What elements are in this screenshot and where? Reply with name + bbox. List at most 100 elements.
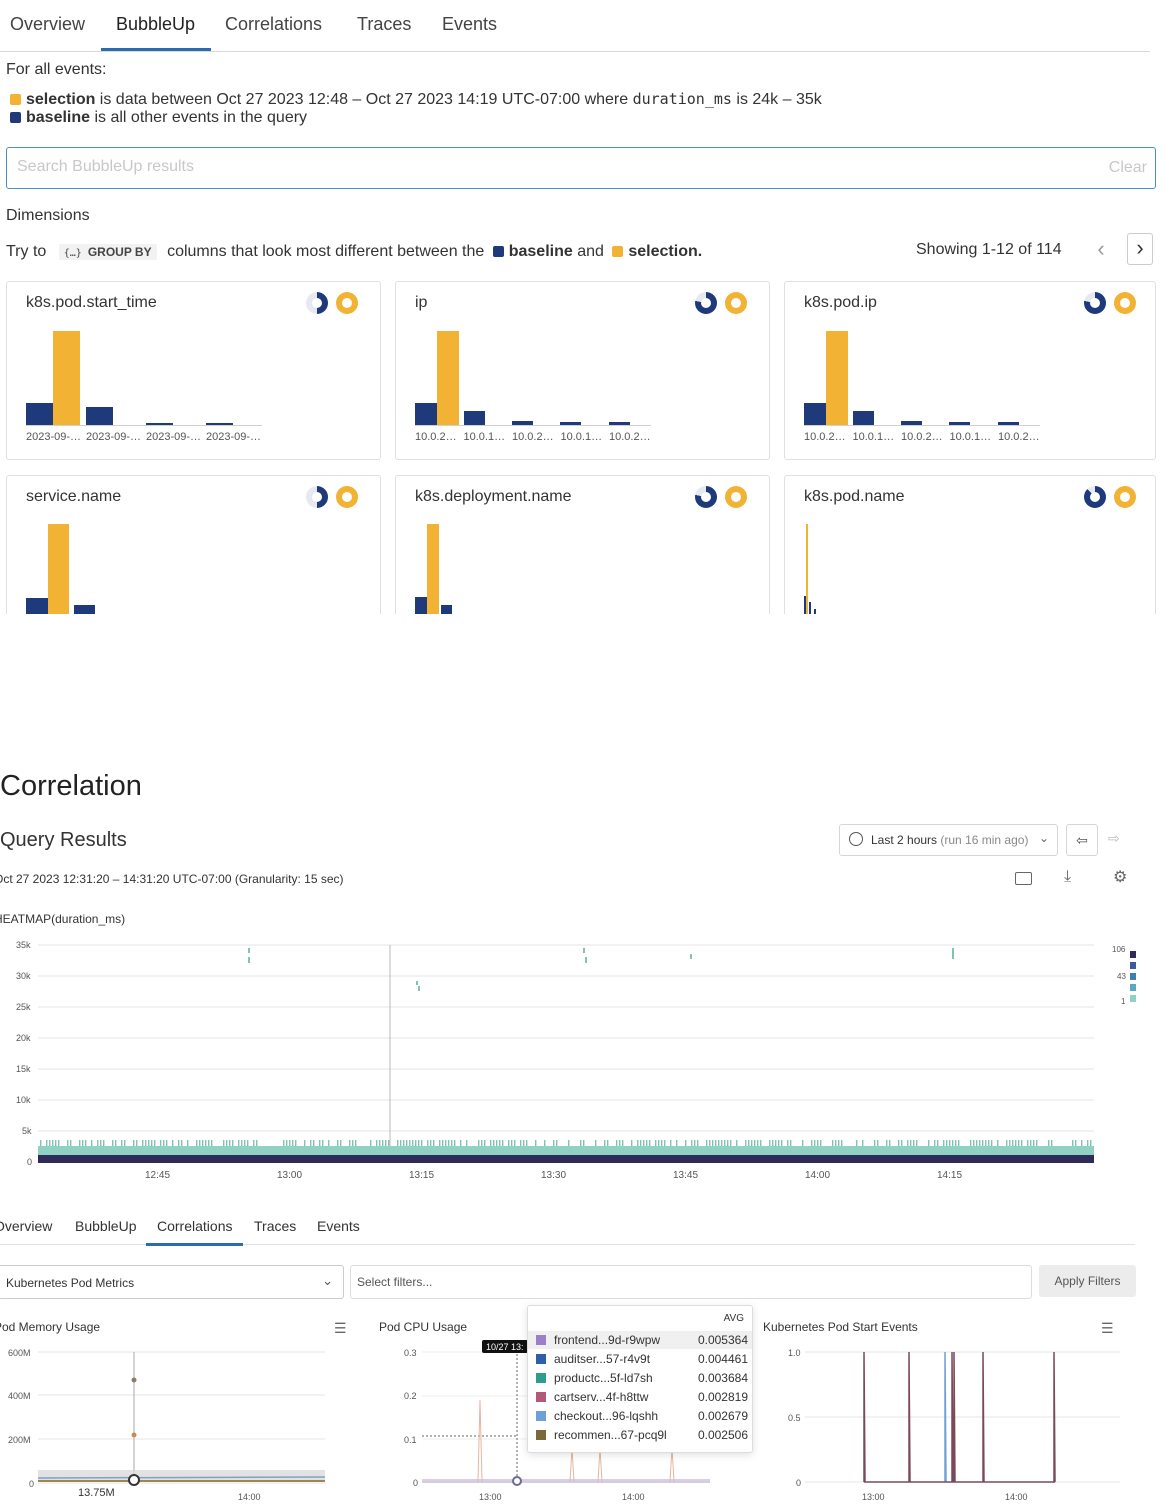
- cpu-chart-title: Pod CPU Usage: [379, 1320, 468, 1334]
- baseline-donut-icon[interactable]: [1084, 292, 1106, 314]
- heatmap-cell: [520, 1140, 522, 1146]
- dimension-card[interactable]: k8s.pod.start_time 2023-09-… 2023-09-… 202…: [6, 281, 381, 460]
- dimension-card[interactable]: ip 10.0.2… 10.0.1… 10.0.2… 10.0.1… 10.0.2…: [395, 281, 770, 460]
- y-tick-label: 0: [27, 1157, 32, 1167]
- dimension-card[interactable]: k8s.deployment.name: [395, 475, 770, 614]
- tab-events[interactable]: Events: [317, 1218, 360, 1234]
- dimensions-title: Dimensions: [6, 207, 90, 224]
- baseline-donut-icon[interactable]: [695, 486, 717, 508]
- heatmap-cell: [877, 1140, 879, 1146]
- tab-bubbleup[interactable]: BubbleUp: [75, 1218, 137, 1234]
- heatmap-cell: [370, 1140, 372, 1146]
- heatmap-cell: [1009, 1140, 1011, 1146]
- x-label: 2023-09-…: [26, 431, 82, 443]
- heatmap-cell: [49, 1140, 51, 1146]
- prev-page-button[interactable]: ‹: [1088, 235, 1114, 265]
- heatmap-cell: [553, 1140, 555, 1146]
- heatmap-cell: [1048, 1140, 1050, 1146]
- search-input[interactable]: [7, 148, 1087, 186]
- bar-baseline: [464, 411, 485, 425]
- heatmap-cell: [727, 1140, 729, 1146]
- heatmap-cell: [85, 1140, 87, 1146]
- filter-input[interactable]: [351, 1266, 1021, 1298]
- dimension-card[interactable]: k8s.pod.name: [784, 475, 1156, 614]
- clear-button[interactable]: Clear: [1108, 159, 1147, 176]
- heatmap-cell: [55, 1140, 57, 1146]
- tab-bubbleup[interactable]: BubbleUp: [116, 14, 196, 34]
- legend-list-icon[interactable]: ☰: [1101, 1320, 1114, 1336]
- comment-icon[interactable]: [1015, 872, 1032, 885]
- bar-baseline: [512, 421, 533, 425]
- forward-arrow-icon[interactable]: ⇨: [1108, 830, 1120, 846]
- group-by-chip: {…} GROUP BY: [58, 244, 157, 260]
- heatmap-cell: [1018, 1140, 1020, 1146]
- tab-traces[interactable]: Traces: [254, 1218, 297, 1234]
- selection-donut-icon[interactable]: [1114, 292, 1136, 314]
- heatmap-cell: [328, 1140, 330, 1146]
- selection-donut-icon[interactable]: [725, 292, 747, 314]
- y-tick-label: 35k: [16, 940, 31, 950]
- histogram: [26, 330, 262, 426]
- heatmap-cell: [376, 1140, 378, 1146]
- heatmap-cell: [1012, 1140, 1014, 1146]
- selection-donut-icon[interactable]: [336, 292, 358, 314]
- heatmap-cell: [481, 1140, 483, 1146]
- heatmap-cell: [814, 1140, 816, 1146]
- baseline-donut-icon[interactable]: [306, 292, 328, 314]
- heatmap-cell: [433, 1140, 435, 1146]
- y-tick-label: 600M: [8, 1348, 31, 1358]
- back-button[interactable]: ⇦: [1066, 824, 1098, 856]
- heatmap-cell: [451, 1140, 453, 1146]
- heatmap-cell: [775, 1140, 777, 1146]
- memory-chart[interactable]: 600M 400M 200M 0 13.75M 14:00: [0, 1340, 360, 1508]
- tab-overview[interactable]: Overview: [0, 1218, 53, 1234]
- selection-donut-icon[interactable]: [336, 486, 358, 508]
- bar-selection: [826, 331, 848, 425]
- download-icon[interactable]: ⤓: [1064, 868, 1072, 885]
- heatmap-cell: [241, 1140, 243, 1146]
- baseline-donut-icon[interactable]: [306, 486, 328, 508]
- series-swatch: [536, 1335, 546, 1345]
- heatmap-cell: [187, 1140, 189, 1146]
- heatmap-cell: [421, 1140, 423, 1146]
- heatmap-cell: [778, 1140, 780, 1146]
- heatmap-cell: [997, 1140, 999, 1146]
- baseline-donut-icon[interactable]: [1084, 486, 1106, 508]
- settings-icon[interactable]: ⚙: [1113, 869, 1128, 886]
- histogram: [415, 524, 651, 614]
- dimension-card[interactable]: service.name: [6, 475, 381, 614]
- tab-correlations[interactable]: Correlations: [157, 1218, 233, 1234]
- heatmap-cell: [910, 1140, 912, 1146]
- selection-donut-icon[interactable]: [725, 486, 747, 508]
- dimension-card[interactable]: k8s.pod.ip 10.0.2… 10.0.1… 10.0.2… 10.0.1… 1…: [784, 281, 1156, 460]
- tab-events[interactable]: Events: [442, 14, 498, 34]
- heatmap-cell: [418, 1140, 420, 1146]
- x-label: 10.0.1…: [949, 431, 992, 443]
- baseline-donut-icon[interactable]: [695, 292, 717, 314]
- legend-list-icon[interactable]: ☰: [334, 1320, 347, 1336]
- metrics-select[interactable]: Kubernetes Pod Metrics ⌄: [0, 1265, 344, 1299]
- metrics-select-value: Kubernetes Pod Metrics: [6, 1276, 135, 1290]
- heatmap-cell: [811, 1140, 813, 1146]
- tab-correlations[interactable]: Correlations: [225, 14, 323, 34]
- time-range-picker[interactable]: Last 2 hours (run 16 min ago) ⌄: [839, 824, 1058, 856]
- x-tick-label: 13:45: [673, 1170, 698, 1181]
- y-tick-label: 30k: [16, 971, 31, 981]
- tab-traces[interactable]: Traces: [357, 14, 412, 34]
- heatmap-cell: [1090, 1140, 1092, 1146]
- start-events-chart[interactable]: 1.0 0.5 0 13:00 14:00: [765, 1340, 1135, 1508]
- next-page-button[interactable]: ›: [1127, 233, 1153, 265]
- heatmap-cell: [247, 1140, 249, 1146]
- heatmap-cell: [133, 1140, 135, 1146]
- x-tick-label: 14:00: [805, 1170, 830, 1181]
- heatmap-cell: [697, 1140, 699, 1146]
- bar-selection: [53, 331, 80, 425]
- heatmap-cell: [685, 1140, 687, 1146]
- apply-filters-button[interactable]: Apply Filters: [1039, 1265, 1136, 1297]
- heatmap-cell: [196, 1140, 198, 1146]
- heatmap-cell: [856, 1140, 858, 1146]
- cursor-time-label: 10/27 13:: [486, 1342, 524, 1352]
- selection-donut-icon[interactable]: [1114, 486, 1136, 508]
- tab-overview[interactable]: Overview: [10, 14, 86, 34]
- heatmap-chart[interactable]: 35k 30k 25k 20k 15k 10k 5k 0 12:45 13:00…: [0, 935, 1166, 1185]
